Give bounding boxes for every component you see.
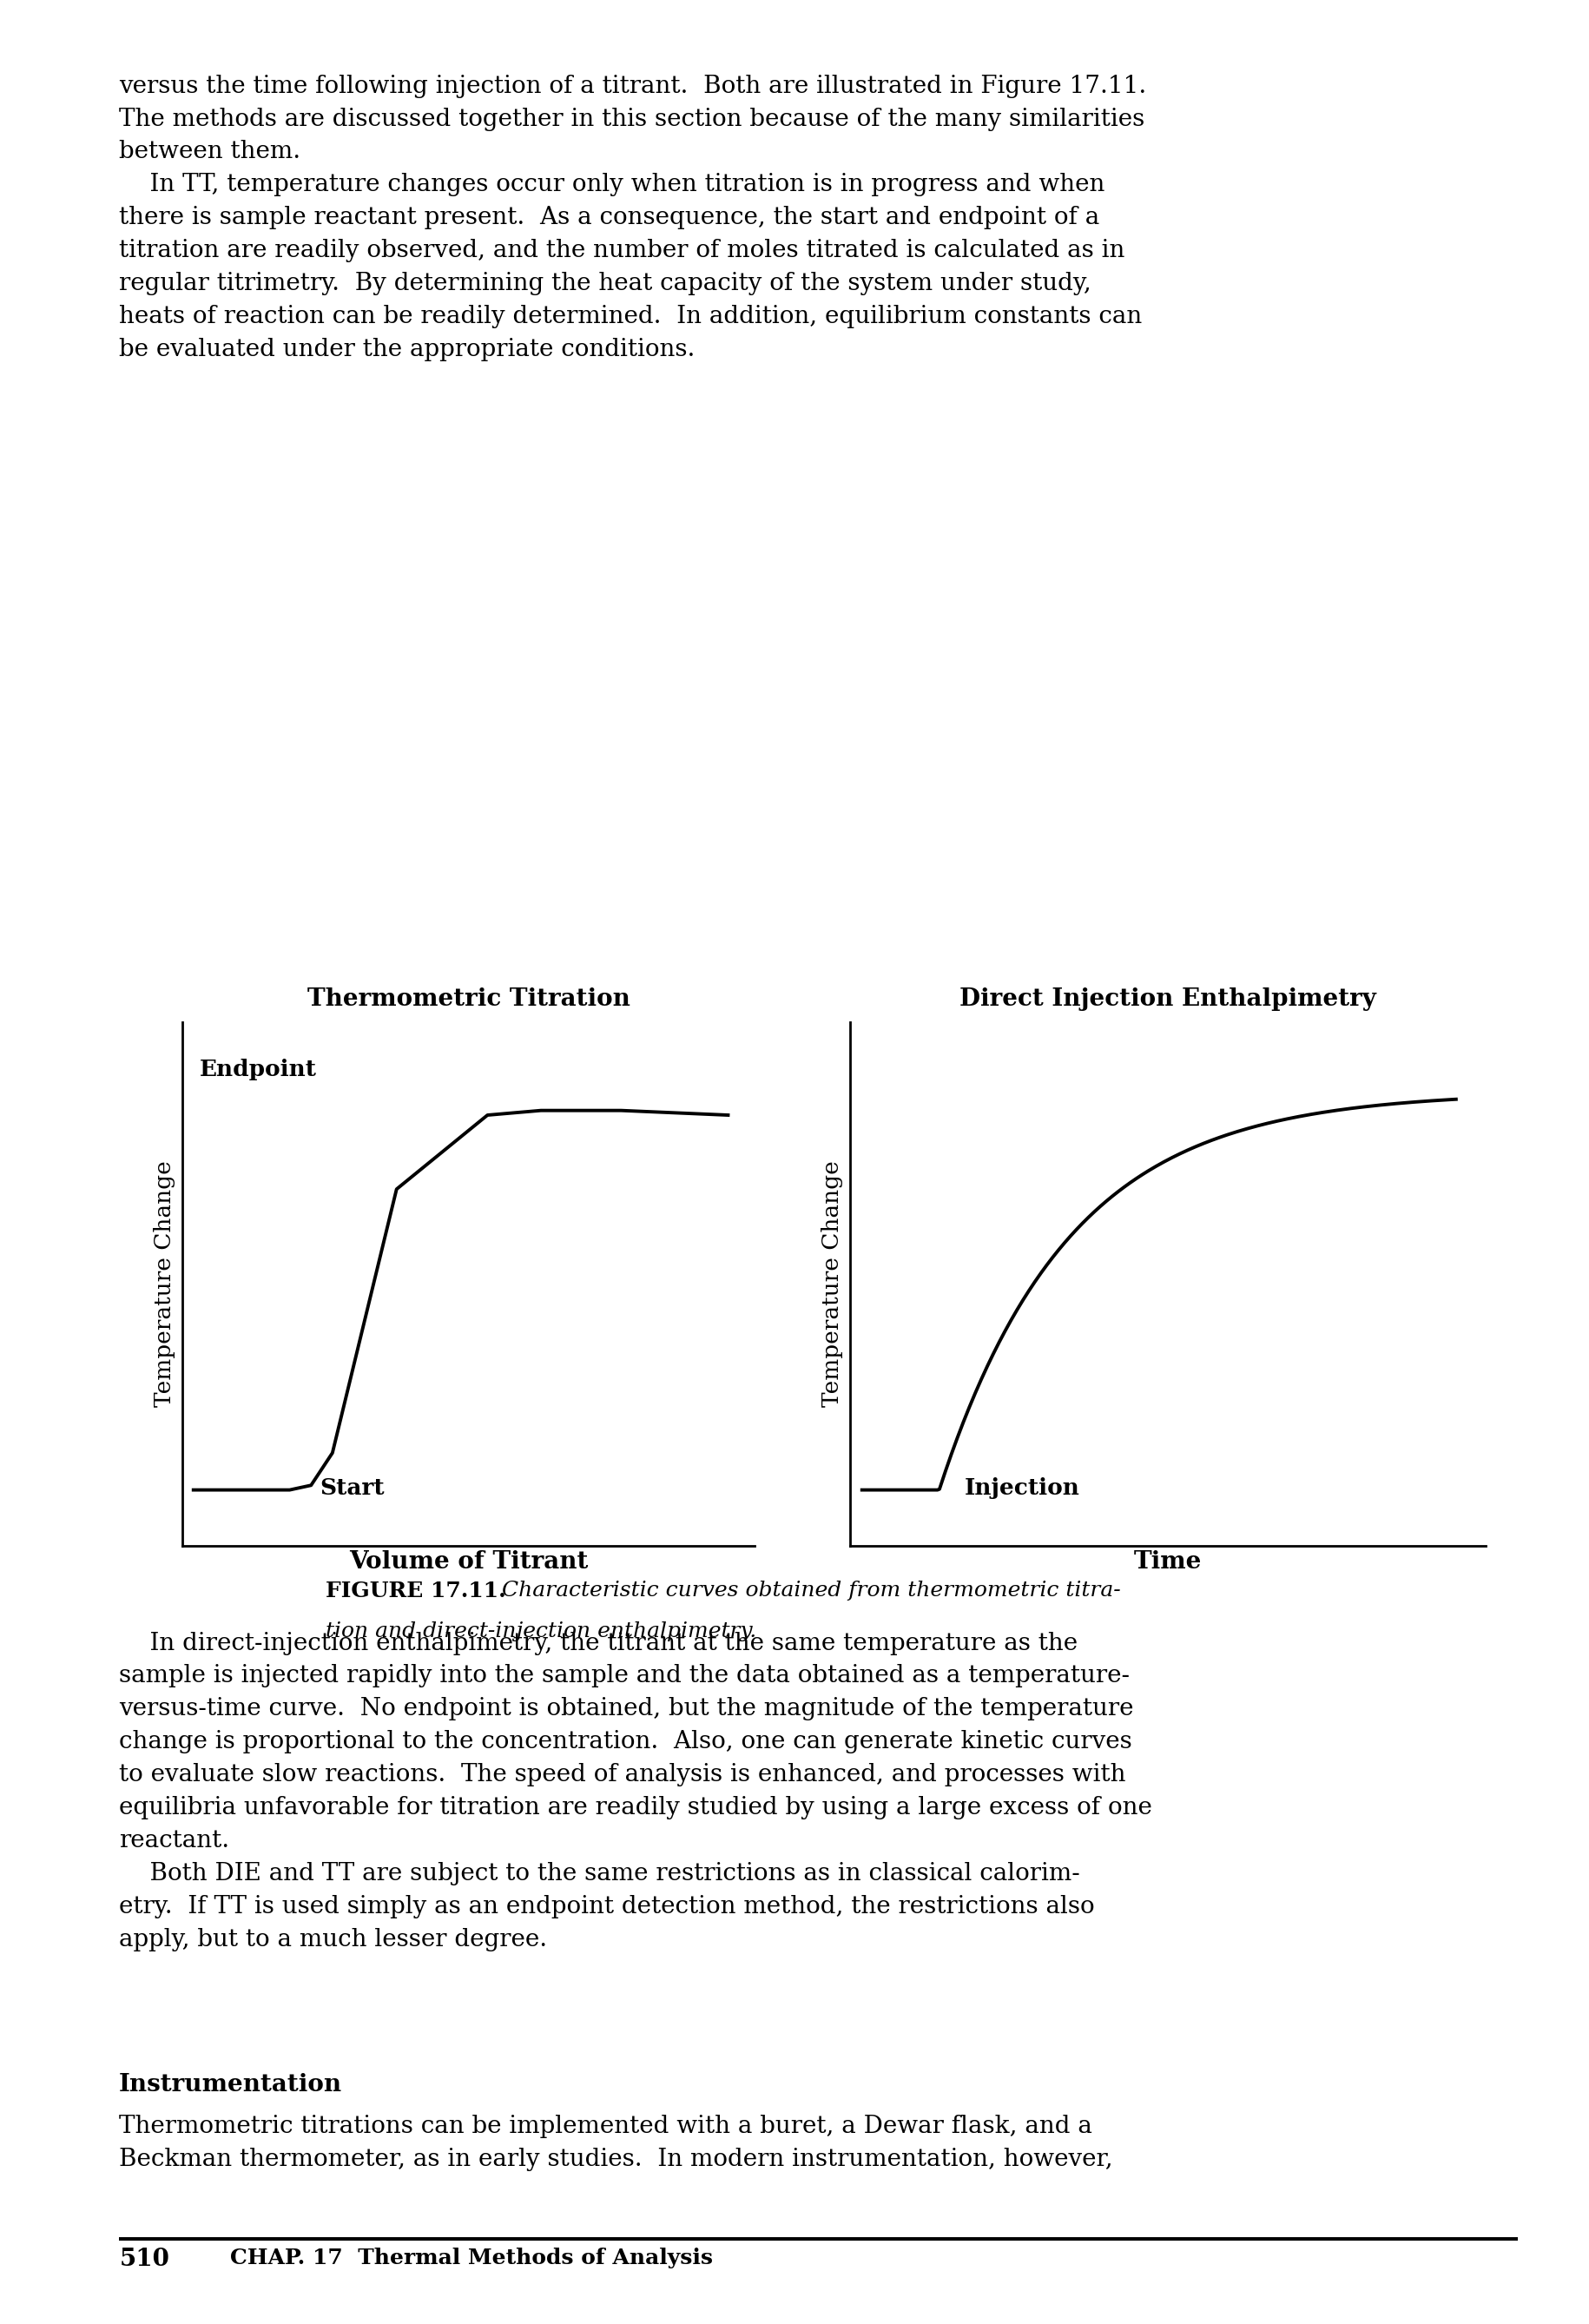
Text: CHAP. 17  Thermal Methods of Analysis: CHAP. 17 Thermal Methods of Analysis (230, 2247, 713, 2268)
Text: In direct-injection enthalpimetry, the titrant at the same temperature as the
sa: In direct-injection enthalpimetry, the t… (119, 1631, 1152, 1952)
Text: versus the time following injection of a titrant.  Both are illustrated in Figur: versus the time following injection of a… (119, 74, 1147, 360)
Y-axis label: Temperature Change: Temperature Change (154, 1160, 175, 1408)
Text: tion and direct-injection enthalpimetry.: tion and direct-injection enthalpimetry. (326, 1622, 756, 1641)
Text: 510: 510 (119, 2247, 170, 2271)
Text: Endpoint: Endpoint (200, 1060, 318, 1081)
X-axis label: Volume of Titrant: Volume of Titrant (350, 1550, 588, 1573)
Text: Instrumentation: Instrumentation (119, 2073, 343, 2096)
Title: Direct Injection Enthalpimetry: Direct Injection Enthalpimetry (960, 988, 1376, 1011)
Y-axis label: Temperature Change: Temperature Change (822, 1160, 842, 1408)
Text: FIGURE 17.11.: FIGURE 17.11. (326, 1580, 507, 1601)
Text: Thermometric titrations can be implemented with a buret, a Dewar flask, and a
Be: Thermometric titrations can be implement… (119, 2115, 1112, 2171)
Text: Characteristic curves obtained from thermometric titra-: Characteristic curves obtained from ther… (481, 1580, 1122, 1601)
Title: Thermometric Titration: Thermometric Titration (307, 988, 631, 1011)
Text: Injection: Injection (965, 1478, 1081, 1499)
Text: Start: Start (319, 1478, 385, 1499)
X-axis label: Time: Time (1135, 1550, 1201, 1573)
